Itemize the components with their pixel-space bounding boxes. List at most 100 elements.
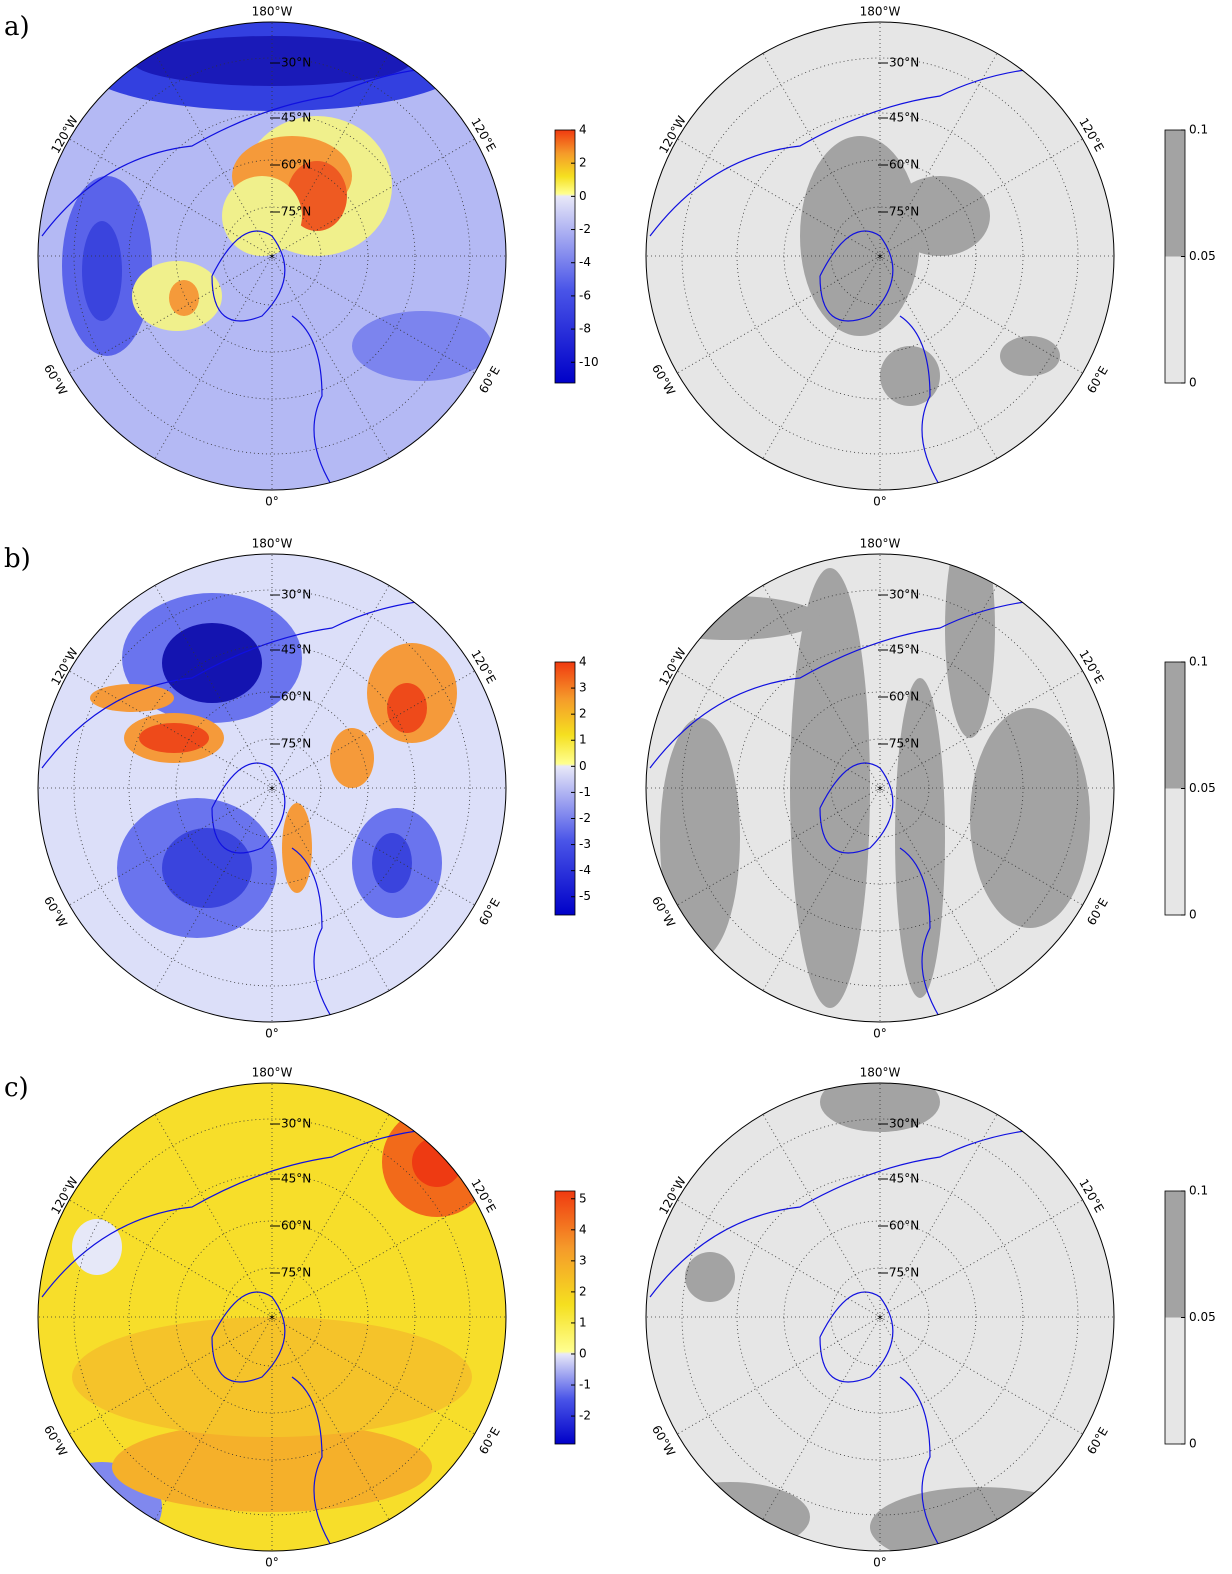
colorbar-tick-label: 0 (579, 189, 587, 203)
colorbar (555, 130, 575, 383)
latitude-label: 60°N (281, 158, 311, 172)
colorbar-tick-label: 0 (1189, 376, 1197, 390)
colorbar-tick-label: 0 (579, 759, 587, 773)
anomaly-area (372, 833, 412, 893)
longitude-label: 60°W (41, 1423, 70, 1459)
colorbar-tick-label: -1 (579, 785, 591, 799)
latitude-label: 30°N (889, 1117, 919, 1131)
longitude-label: 60°E (1084, 364, 1111, 396)
pole-marker: * (269, 252, 275, 266)
colorbar-tick-label: 0 (1189, 1437, 1197, 1451)
latitude-label: 75°N (889, 737, 919, 751)
pole-marker: * (877, 1313, 883, 1327)
longitude-label: 60°W (649, 362, 678, 398)
longitude-label: 60°W (649, 1423, 678, 1459)
latitude-label: 60°N (889, 158, 919, 172)
longitude-label: 0° (265, 495, 279, 509)
anomaly-area (387, 683, 427, 733)
panel-label: c) (4, 1073, 29, 1103)
longitude-label: 0° (873, 495, 887, 509)
colorbar-tick-label: 0 (579, 1346, 587, 1360)
anomaly-area (169, 280, 199, 316)
colorbar (555, 662, 575, 915)
colorbar-tick-label: 1 (579, 1315, 587, 1329)
longitude-label: 0° (873, 1556, 887, 1570)
latitude-label: 75°N (281, 737, 311, 751)
colorbar-tick-label: 4 (579, 655, 587, 669)
latitude-label: 30°N (281, 56, 311, 70)
significance-area (870, 1487, 1090, 1567)
longitude-label: 180°W (860, 1066, 901, 1080)
longitude-label: 0° (265, 1027, 279, 1041)
latitude-label: 75°N (889, 205, 919, 219)
colorbar-tick-label: -1 (579, 1378, 591, 1392)
pole-marker: * (877, 784, 883, 798)
latitude-label: 45°N (281, 643, 311, 657)
colorbar-tick-label: -2 (579, 811, 591, 825)
anomaly-area (90, 684, 174, 712)
panel-label: b) (4, 544, 31, 574)
colorbar-tick-label: 0 (1189, 908, 1197, 922)
significance-area (895, 678, 945, 998)
colorbar-tick-label: 2 (579, 707, 587, 721)
colorbar-tick-label: -6 (579, 288, 591, 302)
latitude-label: 60°N (281, 690, 311, 704)
colorbar-tick-label: 0.05 (1189, 781, 1216, 795)
longitude-label: 60°W (41, 362, 70, 398)
colorbar-tick-label: 0.1 (1189, 655, 1208, 669)
longitude-label: 60°E (1084, 1425, 1111, 1457)
latitude-label: 45°N (889, 643, 919, 657)
longitude-label: 60°W (41, 894, 70, 930)
longitude-label: 180°W (252, 1066, 293, 1080)
longitude-label: 60°E (1084, 896, 1111, 928)
latitude-label: 30°N (281, 1117, 311, 1131)
latitude-label: 60°N (889, 1219, 919, 1233)
colorbar-tick-label: 2 (579, 156, 587, 170)
colorbar-tick-label: -8 (579, 322, 591, 336)
colorbar-tick-label: 3 (579, 1253, 587, 1267)
colorbar-tick-label: -4 (579, 255, 591, 269)
latitude-label: 75°N (281, 1266, 311, 1280)
colorbar-tick-label: 2 (579, 1284, 587, 1298)
significance-area (790, 568, 870, 1008)
latitude-label: 30°N (889, 588, 919, 602)
anomaly-area (82, 221, 122, 321)
latitude-label: 75°N (281, 205, 311, 219)
figure: a)*180°W120°E60°E0°60°W120°W30°N45°N60°N… (0, 0, 1232, 1574)
latitude-label: 60°N (889, 690, 919, 704)
colorbar (555, 1191, 575, 1444)
colorbar-tick-label: 0.1 (1189, 123, 1208, 137)
anomaly-area (282, 803, 312, 893)
colorbar-tick-label: 5 (579, 1191, 587, 1205)
significance-area (650, 1482, 810, 1552)
latitude-label: 45°N (281, 111, 311, 125)
longitude-label: 60°E (476, 1425, 503, 1457)
colorbar-tick-label: 4 (579, 1222, 587, 1236)
longitude-label: 0° (265, 1556, 279, 1570)
significance-area (945, 518, 995, 738)
longitude-label: 180°W (252, 5, 293, 19)
colorbar-tick-label: 1 (579, 733, 587, 747)
latitude-label: 30°N (889, 56, 919, 70)
anomaly-area (162, 828, 252, 908)
colorbar-tick-label: -2 (579, 222, 591, 236)
colorbar-tick-label: 0.05 (1189, 1310, 1216, 1324)
latitude-label: 75°N (889, 1266, 919, 1280)
colorbar-tick-label: 0.05 (1189, 249, 1216, 263)
significance-area (640, 596, 820, 640)
latitude-label: 45°N (889, 1172, 919, 1186)
pole-marker: * (877, 252, 883, 266)
longitude-label: 60°E (476, 896, 503, 928)
anomaly-area (162, 623, 262, 703)
significance-area (880, 346, 940, 406)
latitude-label: 45°N (281, 1172, 311, 1186)
longitude-label: 180°W (860, 537, 901, 551)
longitude-label: 60°W (649, 894, 678, 930)
longitude-label: 180°W (860, 5, 901, 19)
panel-label: a) (4, 12, 30, 42)
latitude-label: 60°N (281, 1219, 311, 1233)
colorbar-tick-label: -10 (579, 355, 599, 369)
colorbar-tick-label: 0.1 (1189, 1184, 1208, 1198)
anomaly-area (352, 311, 492, 381)
longitude-label: 0° (873, 1027, 887, 1041)
